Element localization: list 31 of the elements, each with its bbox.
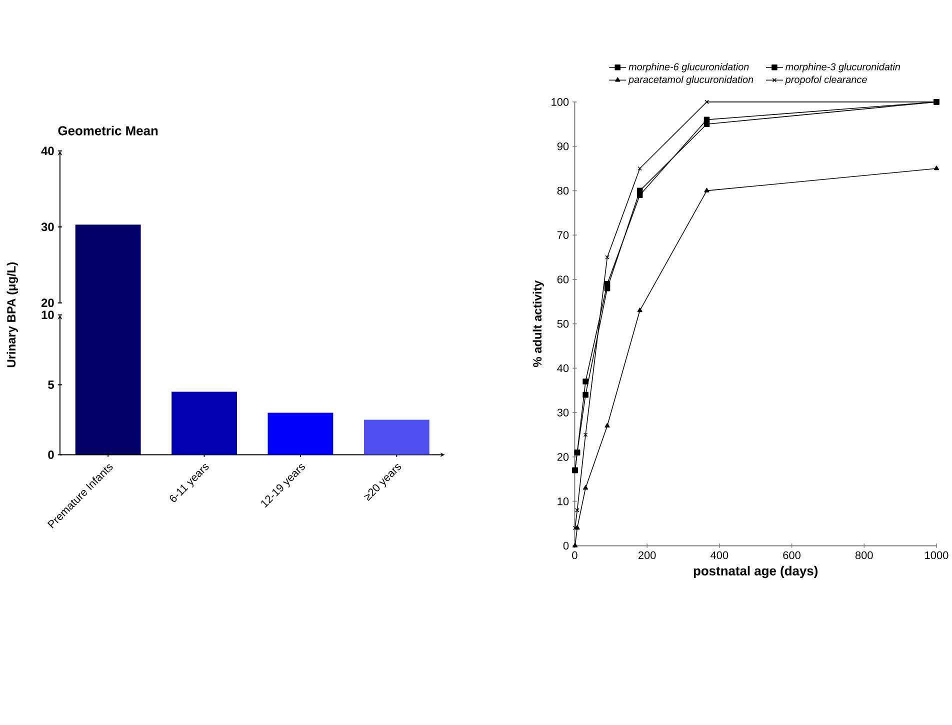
y-axis-title: % adult activity <box>532 280 544 368</box>
legend-label: morphine-3 glucuronidatin <box>786 63 900 73</box>
y-tick-label: 0 <box>48 450 54 460</box>
y-tick-label: 40 <box>41 146 54 156</box>
legend-label: paracetamol glucuronidation <box>628 76 754 86</box>
y-tick-label: 20 <box>557 453 569 462</box>
y-tick-label: 100 <box>552 98 569 106</box>
x-tick-label: 1000 <box>925 552 948 560</box>
y-tick-label: 40 <box>557 364 569 372</box>
y-tick-label: 5 <box>48 380 54 390</box>
y-tick-label: 30 <box>41 222 54 232</box>
y-tick-label: 70 <box>557 231 569 240</box>
y-tick-label: 90 <box>557 142 569 150</box>
y-tick-label: 10 <box>42 310 54 320</box>
legend-label: propofol clearance <box>785 76 867 86</box>
x-tick-label: 600 <box>783 552 800 560</box>
y-tick-label: 20 <box>41 298 54 308</box>
x-tick-label: 0 <box>572 552 578 560</box>
y-tick-label: 80 <box>557 187 569 195</box>
y-tick-label: 50 <box>557 320 569 328</box>
y-tick-label: 30 <box>557 408 569 417</box>
x-tick-label: 400 <box>710 552 728 560</box>
legend-label: morphine-6 glucuronidation <box>628 63 749 73</box>
x-tick-label: 200 <box>638 552 656 560</box>
x-axis-title: postnatal age (days) <box>694 566 818 578</box>
chart-title: Geometric Mean <box>58 126 158 136</box>
y-tick-label: 0 <box>563 542 569 550</box>
y-axis-title: Urinary BPA (μg/L) <box>6 262 18 368</box>
x-tick-label: 800 <box>855 552 873 560</box>
y-tick-label: 10 <box>558 498 569 506</box>
y-tick-label: 60 <box>557 276 569 284</box>
